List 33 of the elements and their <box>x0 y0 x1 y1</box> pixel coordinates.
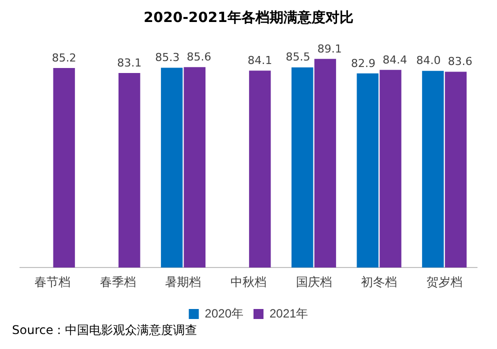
source-note: Source：中国电影观众满意度调查 <box>12 322 198 339</box>
data-label: 85.2 <box>52 51 76 64</box>
bar <box>356 73 378 268</box>
bar <box>314 58 336 268</box>
bar <box>292 67 314 268</box>
data-label: 82.9 <box>351 56 376 70</box>
x-tick-label: 国庆档 <box>296 275 332 290</box>
x-tick-label: 初冬档 <box>361 275 398 290</box>
data-label: 85.5 <box>286 50 310 64</box>
legend-label: 2021年 <box>270 306 308 320</box>
chart-title: 2020-2021年各档期满意度对比 <box>144 9 354 26</box>
data-label: 85.6 <box>186 50 212 64</box>
bar <box>160 68 183 268</box>
x-tick-label: 中秋档 <box>230 275 266 290</box>
x-tick-label: 贺岁档 <box>426 275 462 290</box>
data-label: 83.1 <box>117 56 142 70</box>
x-tick-label: 春季档 <box>100 275 136 290</box>
bar <box>380 70 402 268</box>
data-label: 85.3 <box>155 51 180 64</box>
x-tick-label: 暑期档 <box>165 275 202 290</box>
data-label: 84.4 <box>382 53 408 66</box>
bar <box>53 68 75 268</box>
bar <box>444 72 467 268</box>
data-label: 89.1 <box>317 42 342 56</box>
data-label: 84.0 <box>416 54 441 68</box>
bar <box>184 67 206 268</box>
bar <box>118 72 140 268</box>
legend-label: 2020年 <box>204 306 244 320</box>
bar <box>249 70 271 268</box>
data-label: 84.1 <box>248 54 272 67</box>
bar <box>422 70 444 268</box>
x-tick-label: 春节档 <box>34 275 71 290</box>
data-label: 83.6 <box>448 55 472 68</box>
